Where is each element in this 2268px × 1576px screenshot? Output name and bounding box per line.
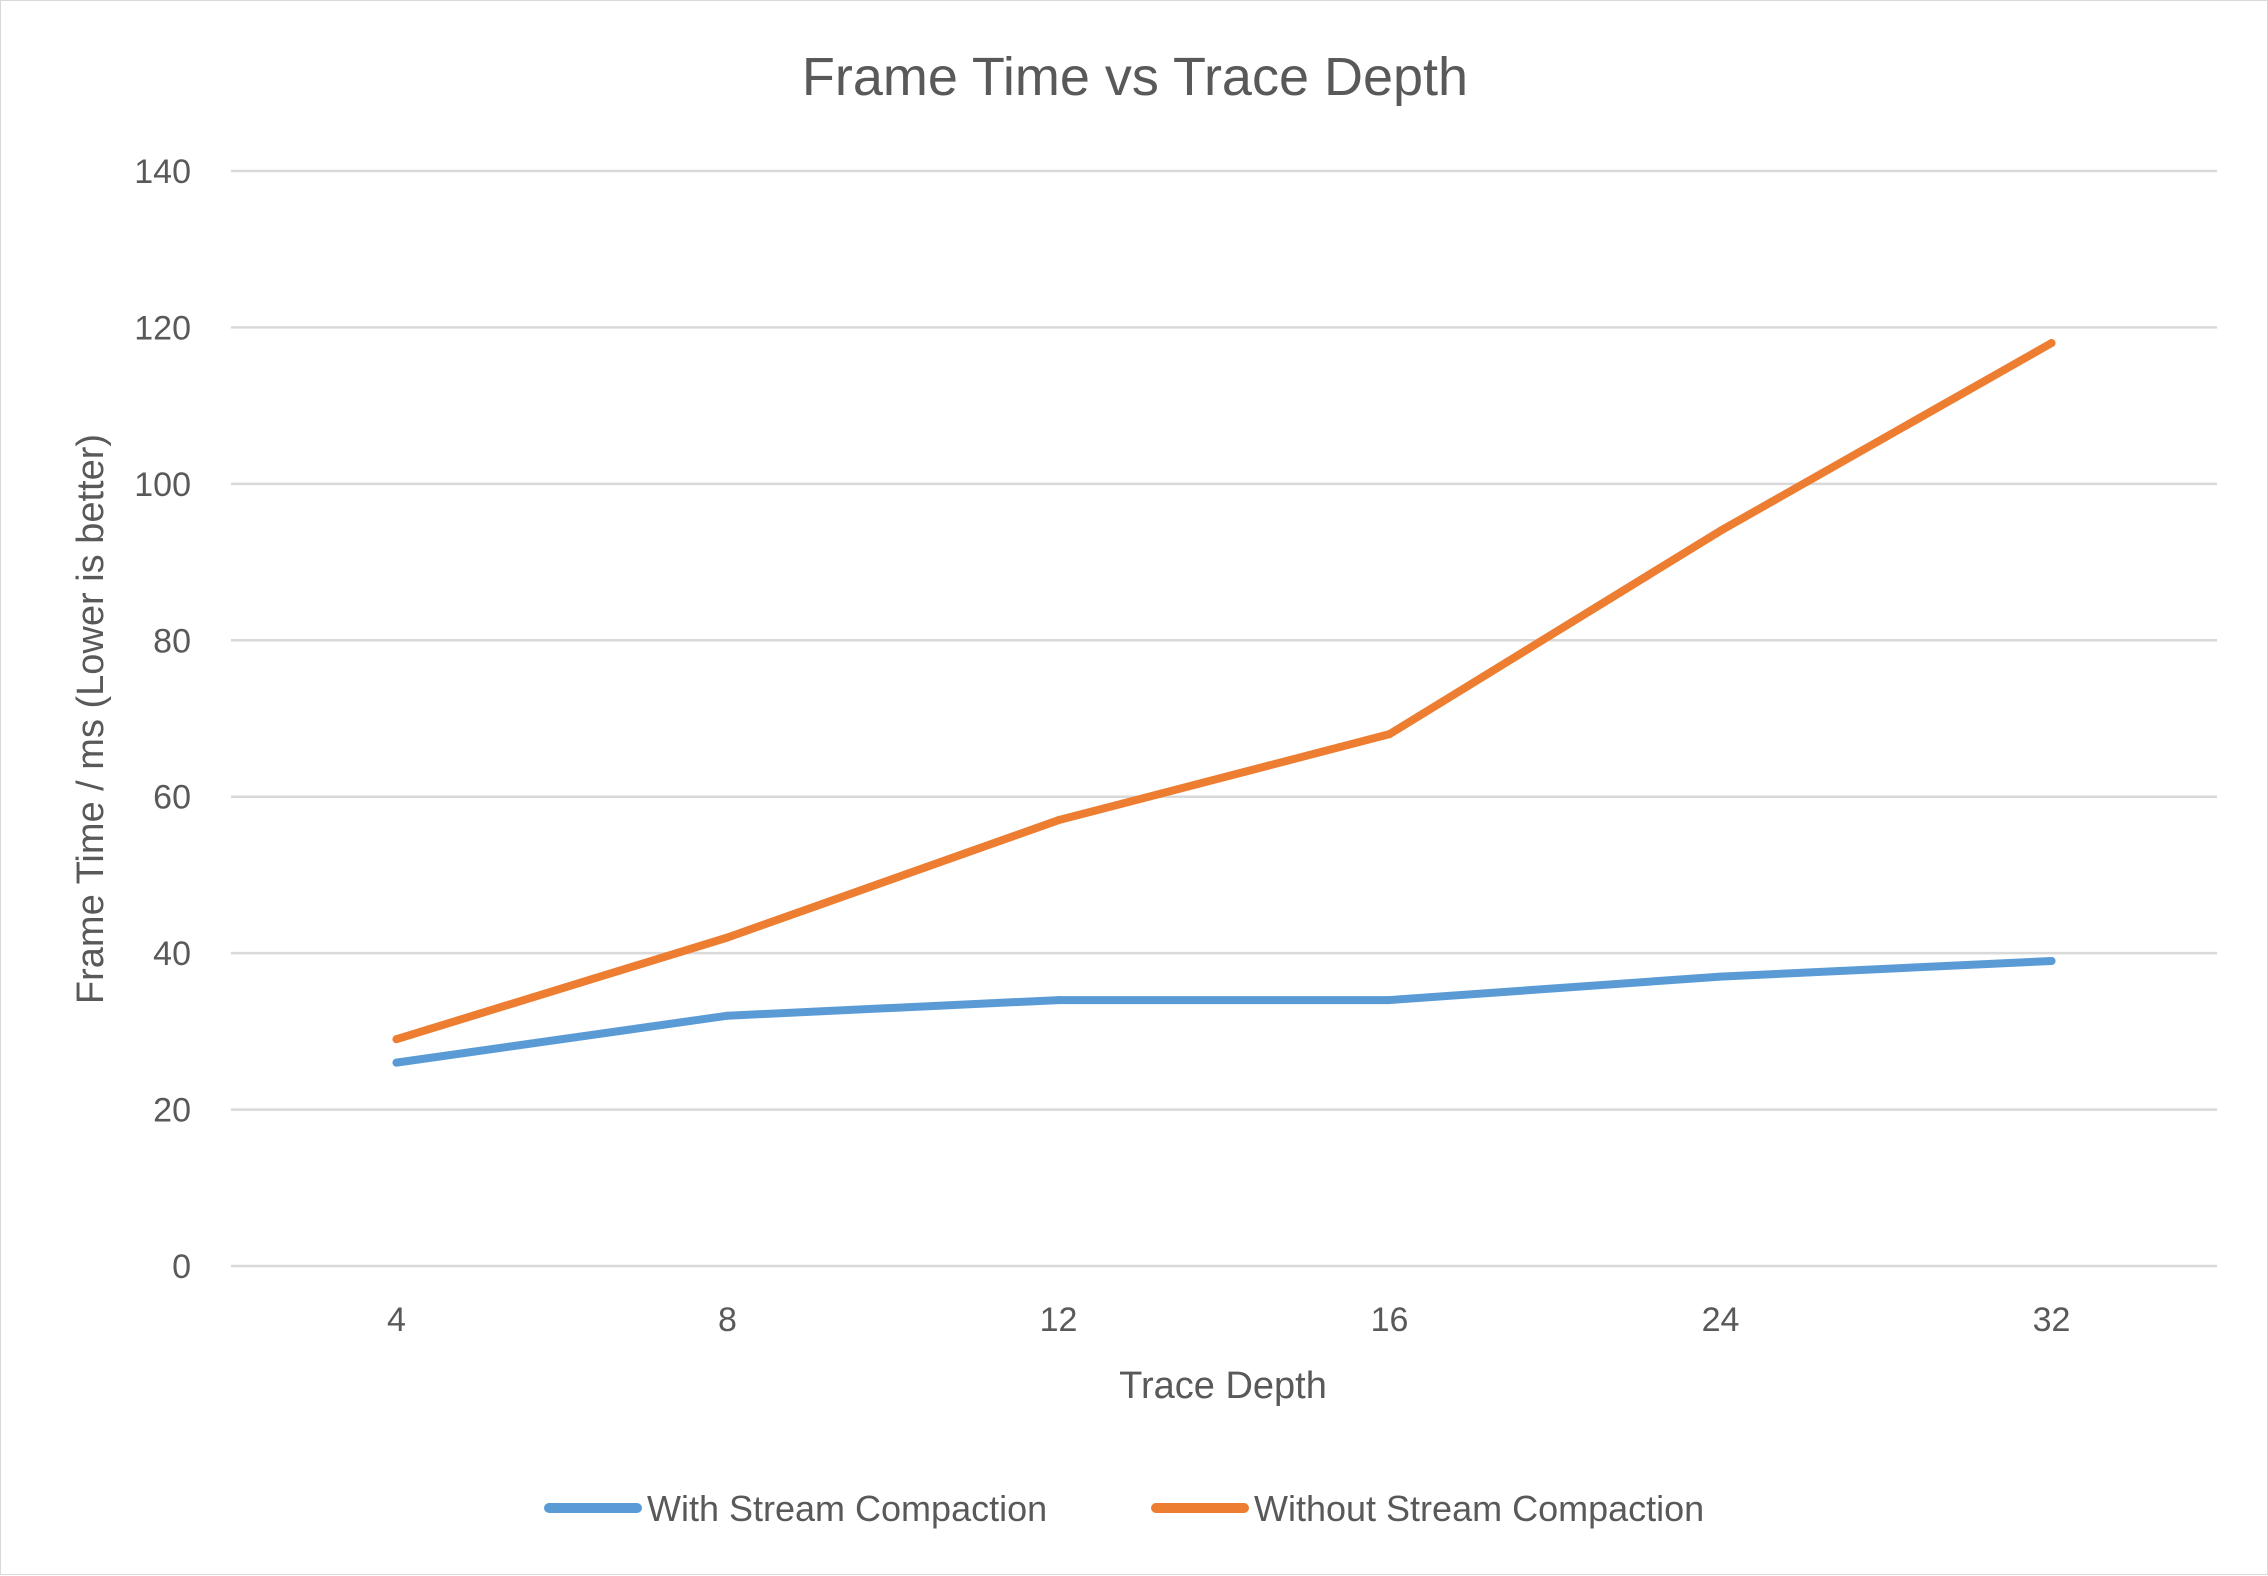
legend-label: With Stream Compaction [647, 1488, 1047, 1529]
data-point [723, 1011, 732, 1020]
gridlines [231, 169, 2217, 1268]
y-tick-label: 120 [134, 309, 191, 347]
legend-item-2: Without Stream Compaction [1151, 1488, 1704, 1529]
chart-title: Frame Time vs Trace Depth [802, 47, 1468, 107]
x-axis-title: Trace Depth [1119, 1365, 1327, 1407]
y-tick-label: 100 [134, 466, 191, 504]
legend-item-1: With Stream Compaction [544, 1488, 1047, 1529]
y-axis-title: Frame Time / ms (Lower is better) [70, 434, 112, 1004]
x-tick-label: 12 [1040, 1301, 1078, 1339]
data-point [2047, 956, 2056, 965]
data-point [1054, 816, 1063, 825]
y-tick-label: 80 [153, 622, 191, 660]
data-point [1716, 526, 1725, 535]
legend: With Stream Compaction Without Stream Com… [544, 1488, 1704, 1529]
series-line-1 [392, 956, 2056, 1067]
y-tick-label: 20 [153, 1092, 191, 1130]
y-tick-label: 60 [153, 779, 191, 817]
y-tick-label: 140 [134, 153, 191, 191]
series-line-2 [392, 339, 2056, 1044]
x-tick-label: 16 [1371, 1301, 1409, 1339]
x-axis-ticks: 4 8 12 16 24 32 [387, 1301, 2070, 1339]
y-tick-label: 40 [153, 935, 191, 973]
data-point [1054, 996, 1063, 1005]
data-point [1385, 730, 1394, 739]
x-tick-label: 4 [387, 1301, 406, 1339]
x-tick-label: 32 [2033, 1301, 2071, 1339]
data-point [392, 1035, 401, 1044]
data-point [2047, 339, 2056, 348]
x-tick-label: 8 [718, 1301, 737, 1339]
series-lines [392, 339, 2056, 1067]
y-tick-label: 0 [172, 1248, 191, 1286]
y-axis-ticks: 0 20 40 60 80 100 120 140 [134, 153, 191, 1286]
data-point [1716, 972, 1725, 981]
data-point [392, 1058, 401, 1067]
x-tick-label: 24 [1702, 1301, 1740, 1339]
data-point [723, 933, 732, 942]
legend-label: Without Stream Compaction [1254, 1488, 1704, 1529]
data-point [1385, 996, 1394, 1005]
